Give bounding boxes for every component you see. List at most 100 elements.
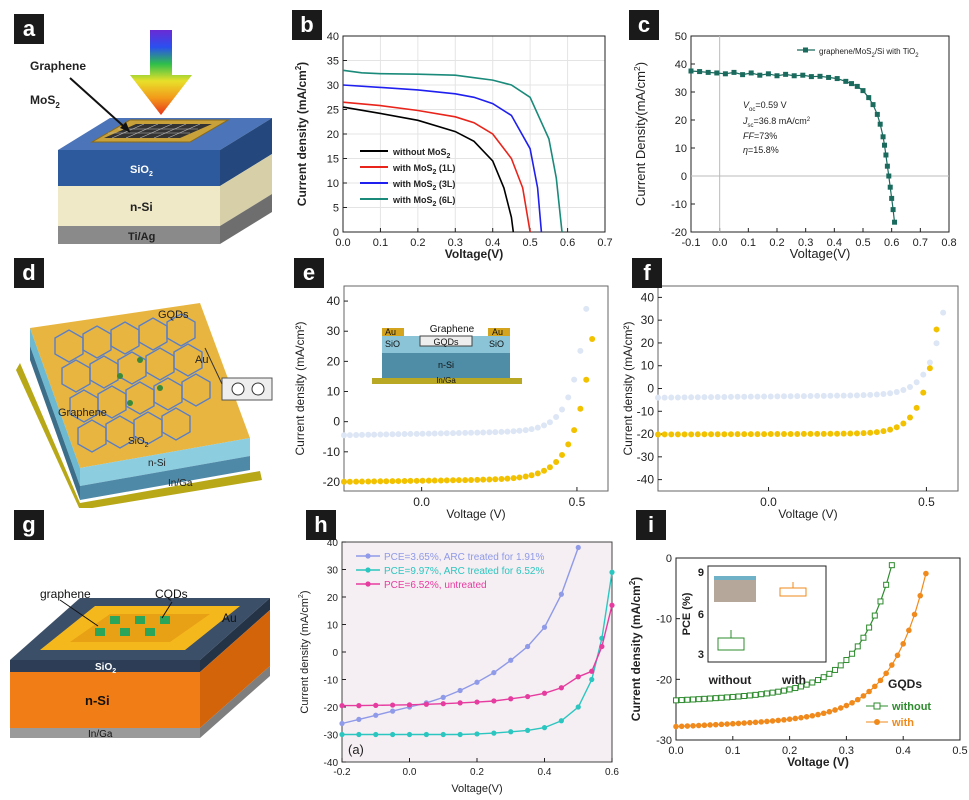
data-point [803, 681, 810, 688]
legend-marker [874, 719, 880, 725]
data-point [498, 428, 505, 435]
legend-entry: without MoS2 [392, 147, 451, 160]
data-point [854, 696, 861, 703]
y-tick-label: 20 [641, 336, 655, 350]
data-point [661, 431, 668, 438]
data-point [450, 430, 457, 437]
chart-h: -0.2 0.0 0.2 0.4 0.6 -40 -30 -20 -10 0 10 20 30 40 Vol… [297, 538, 619, 795]
cqds-label: CQDs [155, 587, 188, 601]
data-point [474, 429, 481, 436]
data-point [583, 305, 590, 312]
data-point [522, 427, 529, 434]
data-point [724, 694, 731, 701]
data-point [827, 430, 834, 437]
data-point [504, 475, 511, 482]
data-point [860, 634, 867, 641]
data-point [817, 73, 823, 79]
data-point [877, 121, 883, 127]
data-point [353, 431, 360, 438]
data-point [747, 431, 754, 438]
data-point [774, 431, 781, 438]
data-point [888, 562, 895, 569]
inset-y-tick-label: 3 [698, 649, 704, 661]
data-point [803, 713, 810, 720]
data-point [383, 431, 390, 438]
data-point [674, 431, 681, 438]
data-point [474, 699, 480, 705]
data-point [714, 431, 721, 438]
data-point [440, 701, 446, 707]
data-point [443, 430, 450, 437]
data-point [849, 700, 855, 706]
data-point [492, 476, 499, 483]
data-point [575, 544, 581, 551]
data-point [356, 703, 362, 709]
data-point [721, 393, 728, 400]
data-point [558, 685, 564, 691]
y-axis-label: Current density (mA/cm²) [621, 321, 635, 455]
data-point [455, 429, 462, 436]
data-point [701, 394, 708, 401]
data-point [920, 371, 927, 378]
sio2-layer [30, 328, 80, 486]
data-point [681, 431, 688, 438]
data-point [889, 195, 895, 201]
legend-entry: with MoS2 (6L) [392, 195, 455, 208]
data-point [373, 702, 379, 708]
light-arrow [130, 30, 192, 115]
data-point [553, 414, 560, 421]
data-point [546, 464, 553, 471]
y-tick-label: 50 [675, 31, 687, 43]
au-left [382, 328, 404, 336]
data-point [589, 668, 595, 674]
x-tick-label: 0.1 [725, 745, 740, 757]
y-tick-label: -20 [637, 427, 655, 441]
legend-entry: PCE=6.52%, untreated [384, 580, 487, 591]
data-point [840, 430, 847, 437]
data-point [791, 73, 797, 79]
data-point [843, 657, 850, 664]
y-tick-label: 40 [327, 538, 339, 549]
plot-frame [657, 285, 959, 492]
data-point [815, 711, 821, 718]
y-tick-label: 10 [327, 178, 339, 190]
y-tick-label: 40 [675, 59, 687, 71]
panel-tag: (a) [348, 742, 364, 757]
legend-marker [365, 553, 371, 559]
panel-b: b 0.0 0.1 0.2 0.3 0.4 0.5 0.6 0.7 0 5 10 15 20 25 30 35… [288, 0, 623, 265]
data-point [407, 430, 414, 437]
panel-a: a Graphene MoS2 SiO2 n [0, 0, 290, 262]
data-point [754, 431, 761, 438]
data-point [920, 389, 927, 396]
y-tick-label: -20 [323, 475, 341, 489]
data-point [883, 670, 889, 677]
data-point [840, 392, 847, 399]
data-point [907, 414, 913, 421]
data-point [774, 73, 780, 79]
x-tick-label: 0.5 [918, 495, 935, 509]
data-point [754, 393, 761, 400]
data-point [359, 431, 366, 438]
plot-frame [675, 557, 961, 741]
data-point [492, 429, 499, 436]
data-point [781, 430, 787, 437]
data-point [341, 478, 347, 485]
y-tick-label: 30 [327, 566, 339, 577]
x-tick-label: 0.0 [760, 495, 777, 509]
data-point [406, 702, 413, 708]
inset-device [714, 580, 756, 602]
y-tick-label: -10 [323, 445, 341, 459]
inset-inga-label: In/Ga [436, 376, 456, 385]
au-right [488, 328, 510, 336]
data-point [559, 451, 566, 458]
panel-label-c: c [629, 10, 659, 40]
data-point [558, 591, 564, 597]
data-point [874, 111, 880, 117]
data-point [346, 478, 353, 485]
panel-label-e: e [294, 258, 324, 288]
legend-entry: PCE=9.97%, ARC treated for 6.52% [384, 566, 544, 577]
data-point [820, 710, 827, 717]
svg-text:SiO2: SiO2 [130, 164, 153, 178]
data-point [553, 459, 560, 466]
data-point [940, 309, 947, 316]
